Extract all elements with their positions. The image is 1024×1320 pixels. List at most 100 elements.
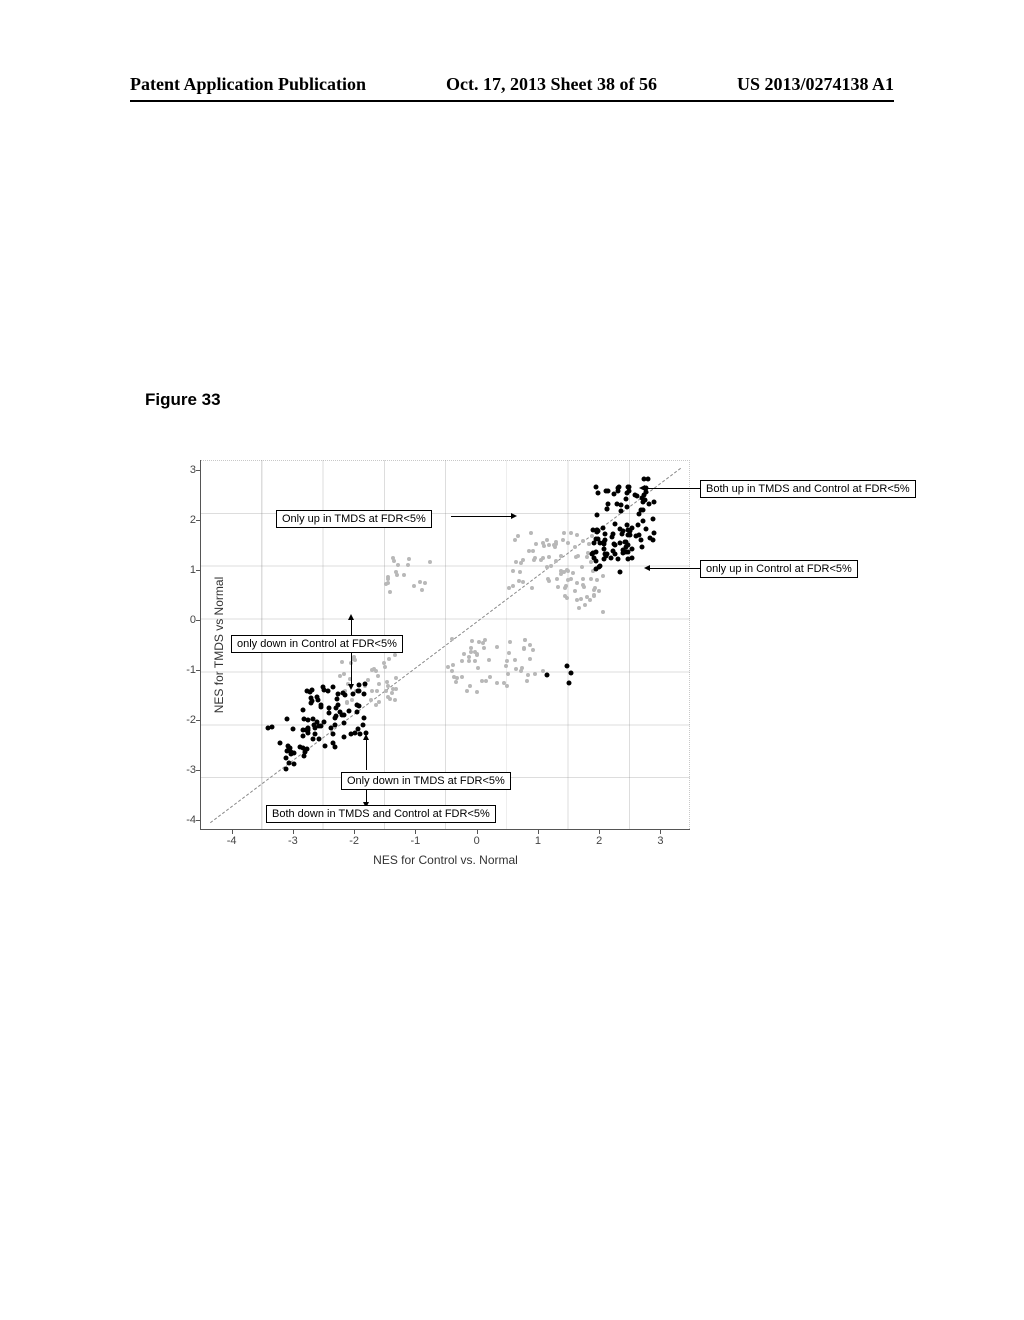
- scatter-point: [310, 699, 315, 704]
- scatter-point: [625, 505, 630, 510]
- scatter-point: [569, 670, 574, 675]
- scatter-point: [301, 716, 306, 721]
- scatter-point: [356, 688, 361, 693]
- scatter-point: [504, 664, 508, 668]
- y-tick-mark: [196, 520, 201, 521]
- arrow-only-up-control: [650, 568, 700, 569]
- scatter-point: [564, 584, 568, 588]
- scatter-point: [513, 658, 517, 662]
- scatter-point: [406, 563, 410, 567]
- scatter-point: [629, 547, 634, 552]
- scatter-point: [571, 571, 575, 575]
- scatter-point: [545, 538, 549, 542]
- arrowhead-icon: [348, 684, 354, 690]
- y-tick-mark: [196, 820, 201, 821]
- scatter-point: [547, 579, 551, 583]
- y-tick-mark: [196, 670, 201, 671]
- scatter-point: [505, 659, 509, 663]
- scatter-point: [465, 689, 469, 693]
- x-tick-mark: [415, 829, 416, 834]
- scatter-point: [326, 711, 331, 716]
- scatter-point: [569, 531, 573, 535]
- arrow-only-down-tmds-dn: [366, 790, 367, 802]
- scatter-point: [292, 762, 297, 767]
- scatter-point: [597, 589, 601, 593]
- y-tick-label: 3: [181, 464, 196, 476]
- x-tick-label: 3: [657, 835, 663, 847]
- scatter-point: [634, 494, 639, 499]
- scatter-point: [333, 705, 338, 710]
- scatter-point: [592, 588, 596, 592]
- scatter-point: [513, 538, 517, 542]
- x-tick-label: -1: [410, 835, 420, 847]
- scatter-point: [589, 577, 593, 581]
- scatter-point: [603, 554, 608, 559]
- scatter-point: [301, 734, 306, 739]
- scatter-point: [333, 715, 338, 720]
- scatter-point: [514, 667, 518, 671]
- scatter-point: [285, 716, 290, 721]
- arrowhead-icon: [639, 485, 645, 491]
- annot-only-down-control: only down in Control at FDR<5%: [231, 635, 403, 653]
- scatter-point: [487, 658, 491, 662]
- scatter-point: [310, 688, 315, 693]
- scatter-point: [300, 707, 305, 712]
- scatter-point: [618, 509, 623, 514]
- scatter-point: [580, 565, 584, 569]
- scatter-point: [585, 555, 589, 559]
- scatter-point: [530, 586, 534, 590]
- arrow-only-down-control: [351, 652, 352, 684]
- scatter-point: [345, 700, 349, 704]
- x-tick-label: 0: [474, 835, 480, 847]
- scatter-point: [495, 645, 499, 649]
- scatter-point: [549, 564, 553, 568]
- scatter-point: [316, 737, 321, 742]
- scatter-point: [594, 528, 599, 533]
- y-tick-label: 0: [181, 614, 196, 626]
- nes-scatter-chart: -4-3-2-10123 -4-3-2-10123 NES for TMDS v…: [140, 450, 900, 900]
- scatter-point: [528, 657, 532, 661]
- scatter-point: [460, 659, 464, 663]
- scatter-point: [559, 572, 563, 576]
- scatter-point: [583, 603, 587, 607]
- scatter-point: [301, 753, 306, 758]
- scatter-point: [630, 556, 635, 561]
- scatter-point: [565, 596, 569, 600]
- scatter-point: [396, 563, 400, 567]
- scatter-point: [402, 573, 406, 577]
- scatter-point: [523, 638, 527, 642]
- scatter-point: [623, 539, 628, 544]
- scatter-point: [330, 732, 335, 737]
- scatter-point: [601, 574, 605, 578]
- scatter-point: [574, 555, 578, 559]
- y-tick-mark: [196, 570, 201, 571]
- scatter-point: [604, 506, 609, 511]
- scatter-point: [369, 698, 373, 702]
- x-tick-mark: [538, 829, 539, 834]
- scatter-point: [531, 648, 535, 652]
- scatter-point: [318, 723, 323, 728]
- scatter-point: [516, 534, 520, 538]
- x-tick-mark: [354, 829, 355, 834]
- scatter-point: [514, 560, 518, 564]
- scatter-point: [347, 708, 352, 713]
- scatter-point: [527, 549, 531, 553]
- annot-both-up: Both up in TMDS and Control at FDR<5%: [700, 480, 916, 498]
- scatter-point: [566, 578, 570, 582]
- scatter-point: [350, 692, 355, 697]
- scatter-point: [517, 579, 521, 583]
- scatter-point: [651, 517, 656, 522]
- scatter-point: [573, 589, 577, 593]
- scatter-point: [450, 637, 454, 641]
- scatter-point: [388, 590, 392, 594]
- scatter-point: [393, 698, 397, 702]
- scatter-point: [495, 681, 499, 685]
- scatter-point: [526, 673, 530, 677]
- scatter-point: [360, 722, 365, 727]
- scatter-point: [612, 541, 617, 546]
- header-center: Oct. 17, 2013 Sheet 38 of 56: [446, 74, 657, 95]
- scatter-point: [518, 570, 522, 574]
- scatter-point: [291, 727, 296, 732]
- scatter-point: [423, 581, 427, 585]
- x-tick-mark: [599, 829, 600, 834]
